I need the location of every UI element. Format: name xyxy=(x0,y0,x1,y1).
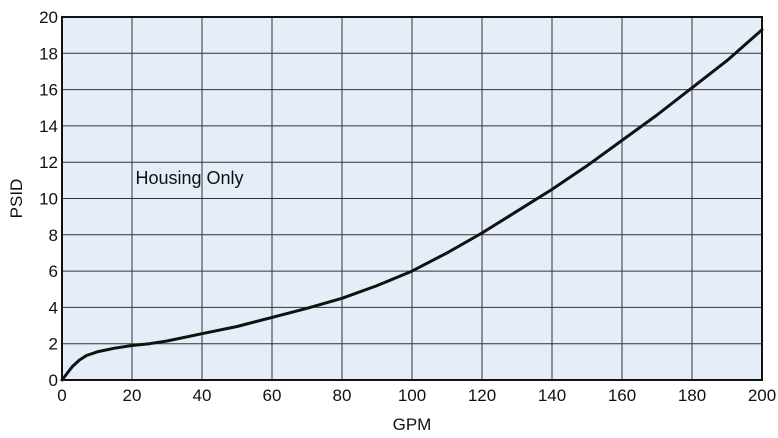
x-tick-label: 40 xyxy=(193,386,212,405)
plot-frame xyxy=(61,16,763,381)
y-tick-label: 14 xyxy=(39,117,58,136)
y-tick-label: 20 xyxy=(39,8,58,27)
x-tick-label: 140 xyxy=(538,386,566,405)
y-tick-label: 10 xyxy=(39,190,58,209)
y-tick-label: 8 xyxy=(49,226,58,245)
series-group xyxy=(60,28,764,382)
x-tick-label: 160 xyxy=(608,386,636,405)
x-tick-label: 100 xyxy=(398,386,426,405)
x-tick-label: 120 xyxy=(468,386,496,405)
annotations: Housing Only xyxy=(136,168,244,188)
y-axis-label: PSID xyxy=(7,179,26,219)
y-tick-label: 18 xyxy=(39,44,58,63)
annotation-label: Housing Only xyxy=(136,168,244,188)
x-tick-labels: 0 20 40 60 80 100 120 140 160 180 200 xyxy=(57,386,776,405)
y-tick-label: 0 xyxy=(49,371,58,390)
grid xyxy=(62,17,762,380)
y-tick-label: 2 xyxy=(49,335,58,354)
x-axis-label: GPM xyxy=(393,415,432,434)
y-tick-label: 6 xyxy=(49,262,58,281)
x-tick-label: 80 xyxy=(333,386,352,405)
x-tick-label: 180 xyxy=(678,386,706,405)
x-tick-label: 20 xyxy=(123,386,142,405)
x-tick-label: 0 xyxy=(57,386,66,405)
series-line xyxy=(60,28,764,382)
y-tick-label: 12 xyxy=(39,153,58,172)
y-tick-labels: 0 2 4 6 8 10 12 14 16 18 20 xyxy=(39,8,58,390)
y-tick-label: 4 xyxy=(49,298,58,317)
x-tick-label: 200 xyxy=(748,386,776,405)
y-tick-label: 16 xyxy=(39,81,58,100)
x-tick-label: 60 xyxy=(263,386,282,405)
